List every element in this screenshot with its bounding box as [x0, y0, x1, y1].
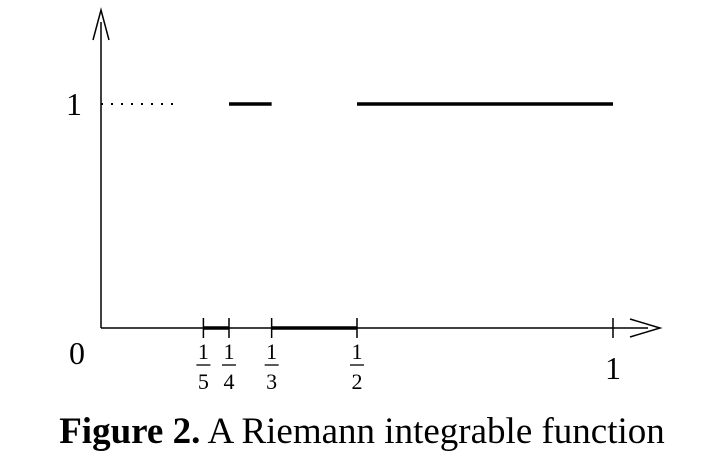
x-tick-numerator-3: 1: [266, 339, 277, 364]
x-tick-denominator-4: 2: [352, 369, 363, 394]
caption-text: A Riemann integrable function: [207, 411, 665, 452]
x-tick-numerator-1: 1: [198, 339, 209, 364]
x-tick-denominator-2: 4: [224, 369, 235, 394]
x-axis-arrowhead: [629, 318, 663, 338]
y-axis-arrowhead: [92, 7, 110, 41]
x-tick-numerator-2: 1: [224, 339, 235, 364]
origin-label: 0: [69, 335, 85, 371]
x-tick-numerator-4: 1: [352, 339, 363, 364]
x-tick-denominator-3: 3: [266, 369, 277, 394]
x-tick-denominator-1: 5: [198, 369, 209, 394]
y-tick-label-1: 1: [66, 86, 82, 122]
caption-label: Figure 2.: [59, 411, 201, 452]
x-tick-label-5: 1: [605, 350, 621, 386]
figure-caption: Figure 2. A Riemann integrable function: [0, 408, 724, 456]
